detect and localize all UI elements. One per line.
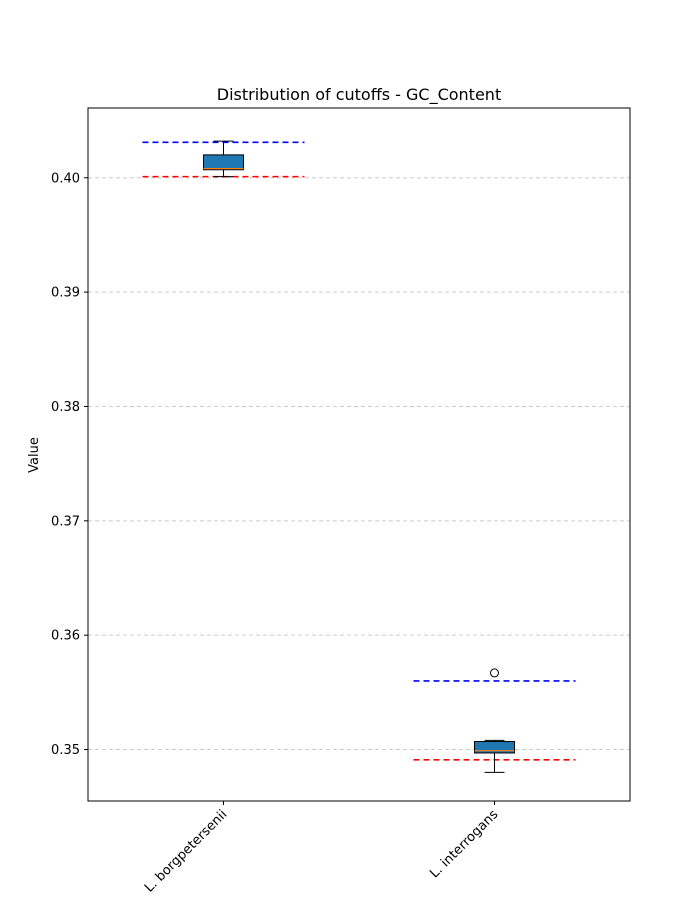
y-tick-label: 0.40 bbox=[51, 171, 80, 186]
y-axis-ticks: 0.35 0.36 0.37 0.38 0.39 0.40 bbox=[51, 171, 88, 758]
x-tick-label: L. borgpetersenii bbox=[142, 807, 230, 895]
cutoff-lines bbox=[142, 141, 576, 761]
chart-title: Distribution of cutoffs - GC_Content bbox=[217, 85, 501, 105]
box bbox=[474, 741, 515, 754]
box bbox=[203, 154, 244, 171]
y-tick-label: 0.36 bbox=[51, 629, 80, 644]
grid-lines bbox=[88, 177, 630, 751]
y-tick-label: 0.35 bbox=[51, 743, 80, 758]
outlier-point bbox=[490, 668, 499, 678]
x-axis-ticks: L. borgpetersenii L. interrogans bbox=[142, 801, 501, 896]
y-tick-label: 0.38 bbox=[51, 400, 80, 415]
y-tick-label: 0.39 bbox=[51, 286, 80, 301]
y-axis-label: Value bbox=[27, 437, 42, 473]
boxes bbox=[203, 140, 515, 773]
y-tick-label: 0.37 bbox=[51, 514, 80, 529]
plot-frame bbox=[87, 107, 631, 802]
x-tick-label: L. interrogans bbox=[427, 807, 501, 881]
